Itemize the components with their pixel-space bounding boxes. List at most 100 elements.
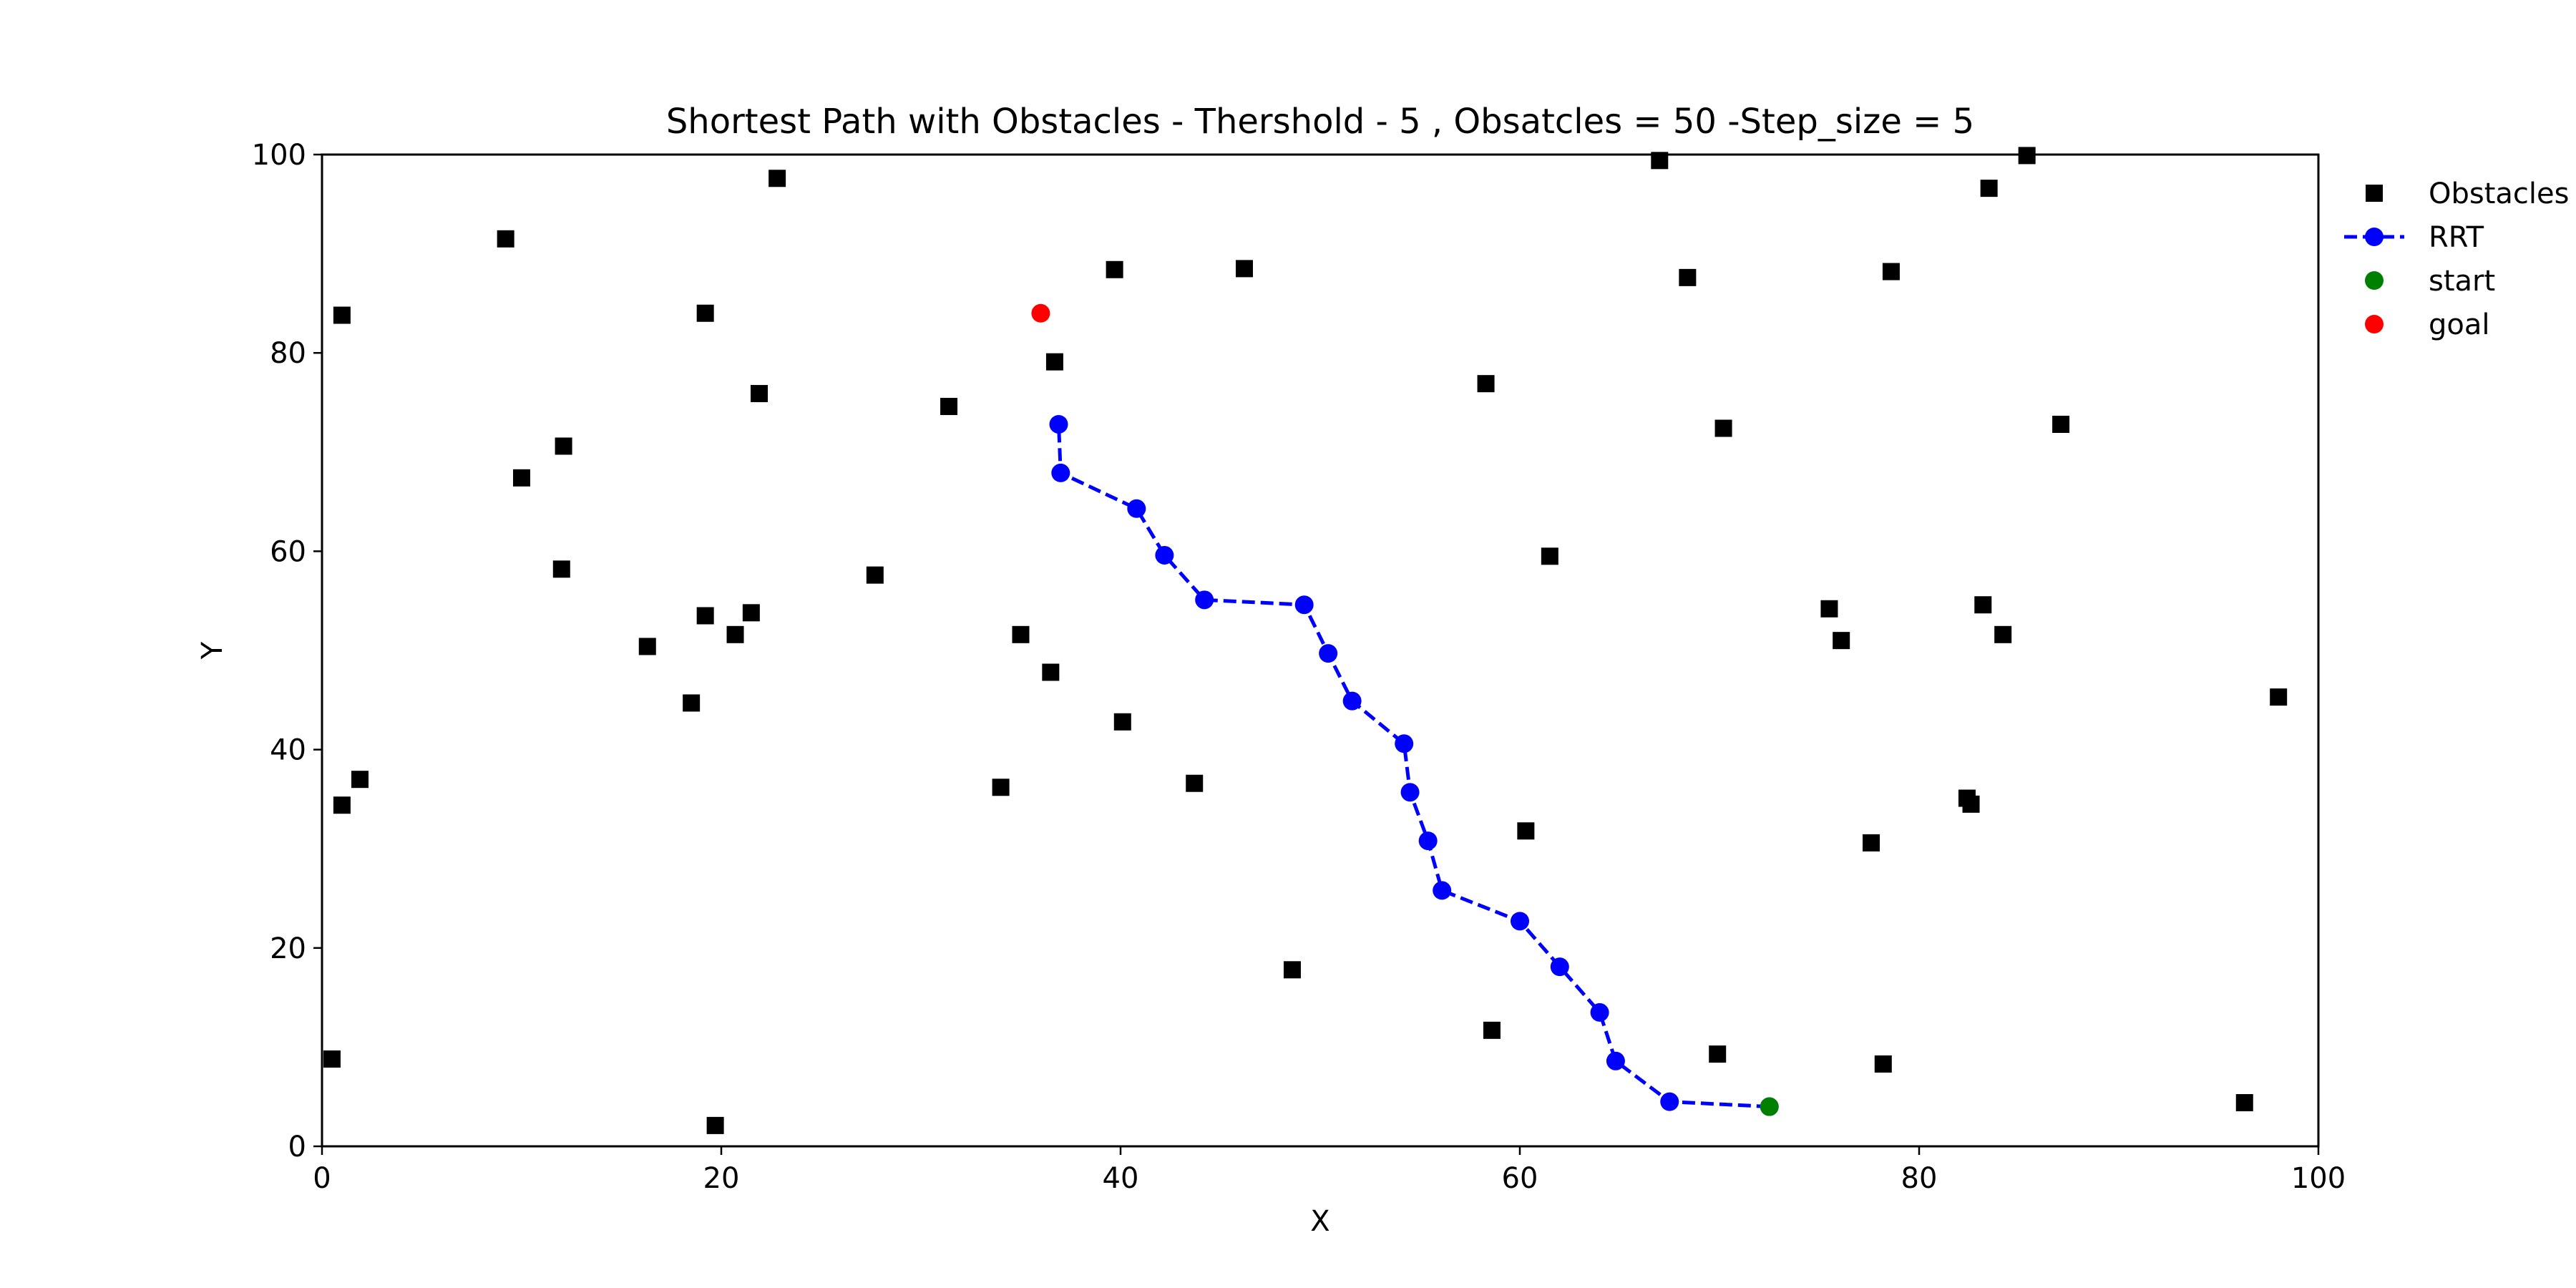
rrt-node-marker xyxy=(1660,1092,1679,1111)
rrt-node-marker xyxy=(1127,499,1146,518)
obstacle-marker xyxy=(1483,1021,1501,1039)
legend-swatch xyxy=(2366,185,2383,202)
legend-item-obstacles: Obstacles xyxy=(2366,177,2569,210)
obstacle-marker xyxy=(1235,260,1253,278)
obstacle-marker xyxy=(1045,353,1063,371)
rrt-node-marker xyxy=(1590,1002,1609,1022)
obstacle-marker xyxy=(1820,600,1838,618)
obstacle-marker xyxy=(1106,260,1123,278)
legend-swatch xyxy=(2365,271,2384,290)
rrt-series xyxy=(1049,414,1779,1116)
rrt-node-marker xyxy=(1155,545,1174,565)
obstacle-marker xyxy=(513,469,530,487)
obstacle-marker xyxy=(1541,547,1558,565)
y-tick-label: 0 xyxy=(288,1131,306,1163)
obstacle-marker xyxy=(1709,1045,1727,1063)
obstacle-marker xyxy=(992,779,1010,796)
legend-label: Obstacles xyxy=(2429,177,2569,210)
obstacle-marker xyxy=(769,170,786,187)
x-tick-label: 0 xyxy=(313,1162,331,1195)
y-tick-label: 40 xyxy=(270,734,306,767)
obstacle-marker xyxy=(1874,1055,1892,1073)
obstacle-marker xyxy=(726,625,744,643)
y-tick-label: 100 xyxy=(252,139,306,172)
legend: Obstacles RRT start goal xyxy=(2344,177,2569,341)
goal-marker xyxy=(1031,303,1050,323)
x-axis-ticks: 0 20 40 60 80 100 xyxy=(313,1146,2346,1195)
obstacle-marker xyxy=(1974,596,1992,614)
obstacle-marker xyxy=(1994,625,2012,643)
obstacle-marker xyxy=(940,398,958,416)
y-tick-label: 20 xyxy=(270,932,306,965)
legend-swatch xyxy=(2365,315,2384,333)
obstacle-marker xyxy=(1962,795,1980,813)
obstacle-marker xyxy=(2052,415,2070,433)
legend-item-rrt: RRT xyxy=(2344,221,2484,254)
legend-label: RRT xyxy=(2429,221,2484,254)
obstacle-marker xyxy=(696,607,714,625)
obstacle-marker xyxy=(742,604,760,622)
rrt-node-marker xyxy=(1511,912,1529,931)
start-marker xyxy=(1760,1097,1779,1116)
obstacle-marker xyxy=(638,638,656,655)
x-tick-label: 20 xyxy=(703,1162,740,1195)
rrt-node-marker xyxy=(1342,691,1362,711)
y-tick-label: 80 xyxy=(270,337,306,370)
obstacle-marker xyxy=(2270,688,2288,706)
legend-label: start xyxy=(2429,265,2495,298)
rrt-node-marker xyxy=(1606,1051,1625,1070)
x-tick-label: 40 xyxy=(1103,1162,1139,1195)
legend-swatch xyxy=(2365,228,2384,246)
obstacle-marker xyxy=(683,694,701,712)
rrt-node-marker xyxy=(1051,463,1070,482)
obstacle-marker xyxy=(555,437,572,455)
rrt-node-marker xyxy=(1418,831,1438,851)
plot-frame xyxy=(321,153,2320,1148)
obstacle-marker xyxy=(333,796,351,814)
obstacle-marker xyxy=(866,566,884,584)
obstacle-marker xyxy=(333,306,351,324)
x-tick-label: 80 xyxy=(1901,1162,1938,1195)
rrt-node-marker xyxy=(1400,783,1420,802)
y-tick-label: 60 xyxy=(270,535,306,568)
obstacle-marker xyxy=(2235,1094,2253,1112)
obstacle-marker xyxy=(706,1116,724,1134)
obstacle-marker xyxy=(351,771,369,789)
obstacle-marker xyxy=(1477,375,1495,393)
obstacle-marker xyxy=(1042,663,1060,681)
obstacle-marker xyxy=(696,304,714,322)
obstacle-marker xyxy=(1012,625,1030,643)
obstacle-marker xyxy=(497,230,514,248)
obstacle-marker xyxy=(1863,834,1880,852)
rrt-node-marker xyxy=(1395,734,1414,753)
obstacle-marker xyxy=(1517,822,1535,840)
obstacles-series xyxy=(323,147,2288,1134)
y-axis-label: Y xyxy=(196,641,229,660)
chart-title: Shortest Path with Obstacles - Thershold… xyxy=(666,102,1974,142)
legend-item-goal: goal xyxy=(2365,308,2490,341)
obstacle-marker xyxy=(1186,774,1204,792)
obstacle-marker xyxy=(1283,961,1301,979)
obstacle-marker xyxy=(1714,419,1732,437)
rrt-node-marker xyxy=(1433,881,1452,900)
obstacle-marker xyxy=(1833,632,1850,650)
rrt-node-marker xyxy=(1294,595,1314,615)
plot-area xyxy=(323,147,2288,1134)
obstacle-marker xyxy=(751,385,769,403)
rrt-node-marker xyxy=(1550,957,1569,977)
obstacle-marker xyxy=(1980,180,1998,197)
rrt-node-marker xyxy=(1195,590,1214,610)
legend-label: goal xyxy=(2429,308,2490,341)
legend-item-start: start xyxy=(2365,265,2495,298)
rrt-node-marker xyxy=(1319,644,1338,663)
obstacle-marker xyxy=(1882,263,1900,280)
x-tick-label: 60 xyxy=(1502,1162,1538,1195)
obstacle-marker xyxy=(1679,268,1697,286)
y-axis-ticks: 0 20 40 60 80 100 xyxy=(252,139,322,1163)
rrt-node-marker xyxy=(1049,414,1068,434)
obstacle-marker xyxy=(323,1050,341,1068)
x-tick-label: 100 xyxy=(2291,1162,2346,1195)
x-axis-label: X xyxy=(1310,1205,1330,1238)
